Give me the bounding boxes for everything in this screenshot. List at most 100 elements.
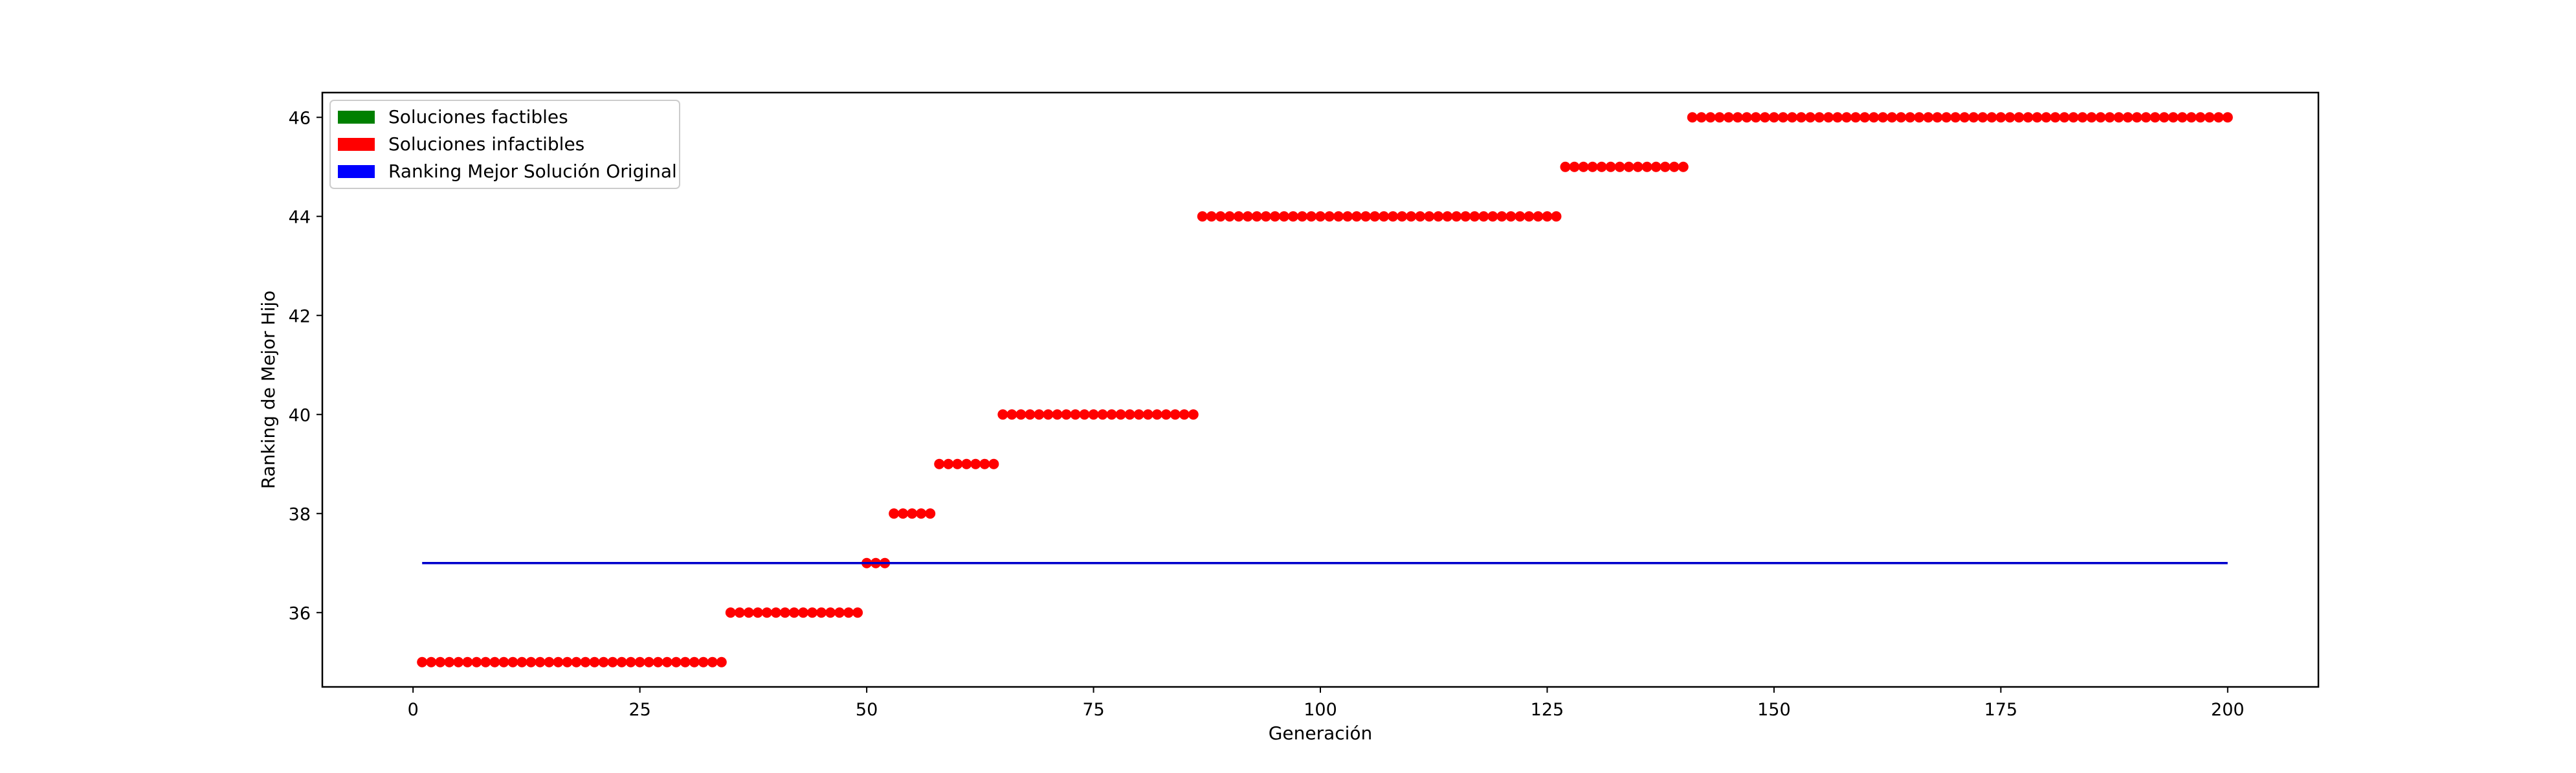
data-point — [1660, 161, 1671, 172]
data-point — [1034, 409, 1045, 420]
y-tick-label: 44 — [289, 207, 311, 227]
data-point — [607, 656, 618, 667]
data-point — [1732, 112, 1743, 123]
y-axis-label: Ranking de Mejor Hijo — [258, 291, 279, 489]
data-point — [2059, 112, 2070, 123]
data-point — [1197, 211, 1208, 222]
data-point — [2032, 112, 2043, 123]
data-point — [716, 656, 727, 667]
x-tick-label: 75 — [1082, 700, 1104, 720]
legend-frame — [329, 100, 680, 189]
data-point — [1678, 161, 1689, 172]
data-point — [1016, 409, 1027, 420]
data-point — [1151, 409, 1162, 420]
data-point — [1950, 112, 1961, 123]
data-point — [1714, 112, 1725, 123]
x-tick-label: 150 — [1757, 700, 1791, 720]
data-point — [1768, 112, 1779, 123]
data-point — [643, 656, 654, 667]
data-point — [661, 656, 672, 667]
data-point — [1342, 211, 1353, 222]
x-tick-label: 50 — [856, 700, 878, 720]
data-point — [1006, 409, 1017, 420]
data-point — [462, 656, 473, 667]
data-point — [671, 656, 682, 667]
data-point — [898, 508, 909, 519]
data-point — [1433, 211, 1444, 222]
data-point — [1043, 409, 1054, 420]
data-point — [1705, 112, 1716, 123]
data-point — [1388, 211, 1399, 222]
x-tick-label: 175 — [1984, 700, 2018, 720]
legend-swatch-factibles — [338, 111, 375, 124]
data-point — [707, 656, 718, 667]
data-point — [988, 458, 999, 469]
data-point — [1623, 161, 1634, 172]
data-point — [2186, 112, 2197, 123]
data-point — [589, 656, 600, 667]
data-point — [1823, 112, 1834, 123]
data-point — [652, 656, 663, 667]
data-point — [2041, 112, 2052, 123]
data-point — [761, 607, 772, 618]
data-point — [1478, 211, 1489, 222]
data-point — [1669, 161, 1680, 172]
data-point — [788, 607, 799, 618]
data-point — [571, 656, 582, 667]
data-point — [680, 656, 691, 667]
data-point — [634, 656, 645, 667]
data-point — [2086, 112, 2097, 123]
data-point — [1287, 211, 1298, 222]
data-point — [1406, 211, 1417, 222]
data-point — [2122, 112, 2133, 123]
legend-label-infactibles: Soluciones infactibles — [388, 133, 584, 155]
data-point — [797, 607, 808, 618]
data-point — [562, 656, 573, 667]
data-point — [1061, 409, 1072, 420]
legend-label-original: Ranking Mejor Solución Original — [388, 161, 677, 182]
data-point — [2195, 112, 2206, 123]
data-point — [1786, 112, 1797, 123]
data-point — [2023, 112, 2034, 123]
data-point — [1804, 112, 1815, 123]
data-point — [1587, 161, 1598, 172]
data-point — [1869, 112, 1880, 123]
data-point — [1995, 112, 2006, 123]
data-point — [1759, 112, 1770, 123]
data-point — [2213, 112, 2224, 123]
data-point — [698, 656, 709, 667]
data-point — [1741, 112, 1752, 123]
data-point — [1814, 112, 1825, 123]
data-point — [979, 458, 990, 469]
data-point — [925, 508, 936, 519]
data-point — [625, 656, 636, 667]
data-point — [1968, 112, 1979, 123]
data-point — [1959, 112, 1970, 123]
data-point — [526, 656, 537, 667]
data-point — [734, 607, 745, 618]
data-point — [1496, 211, 1507, 222]
data-point — [1025, 409, 1036, 420]
y-tick-label: 42 — [289, 306, 311, 326]
data-point — [1524, 211, 1535, 222]
data-point — [426, 656, 437, 667]
data-point — [1451, 211, 1462, 222]
data-point — [1370, 211, 1381, 222]
data-point — [1133, 409, 1144, 420]
data-point — [1124, 409, 1135, 420]
data-point — [961, 458, 972, 469]
data-point — [1641, 161, 1652, 172]
data-point — [2050, 112, 2061, 123]
data-point — [1923, 112, 1934, 123]
legend-swatch-original — [338, 165, 375, 178]
data-point — [480, 656, 491, 667]
plot-area — [322, 93, 2318, 687]
data-point — [1269, 211, 1280, 222]
data-point — [498, 656, 509, 667]
data-point — [1215, 211, 1226, 222]
data-point — [507, 656, 518, 667]
data-point — [1088, 409, 1099, 420]
data-point — [943, 458, 954, 469]
data-point — [1233, 211, 1244, 222]
